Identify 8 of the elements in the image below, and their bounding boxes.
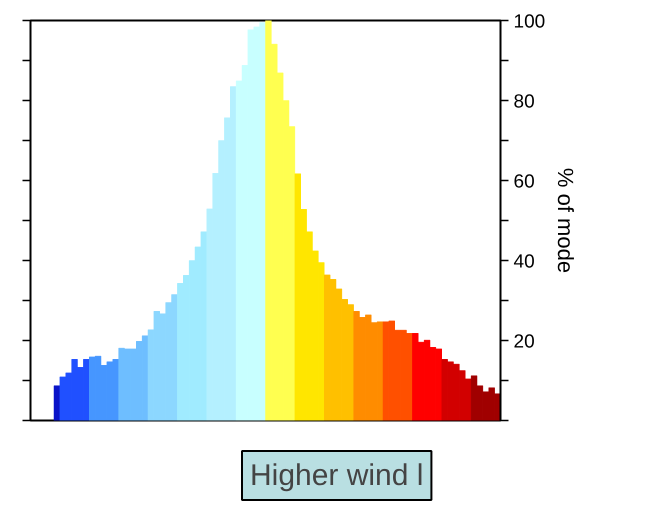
y-tick-label: 60: [514, 172, 535, 192]
y-tick-label: 100: [514, 12, 546, 32]
y-axis-title: % of mode: [553, 168, 578, 274]
y-tick-label: 40: [514, 252, 535, 272]
y-tick-label: 80: [514, 92, 535, 112]
bar: [54, 385, 60, 420]
y-tick-label: 20: [514, 332, 535, 352]
text: Higher wind l: [250, 459, 424, 492]
